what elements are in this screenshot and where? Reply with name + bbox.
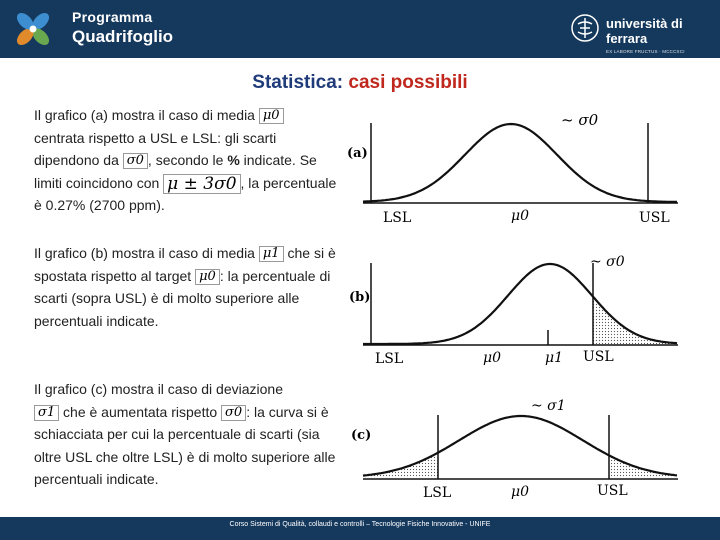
program-name-line2: Quadrifoglio [72, 27, 174, 46]
figure-c-spread-label: ~ σ1 [531, 398, 566, 414]
header-bar: Programma Quadrifoglio università di fer… [0, 0, 720, 58]
paragraph-b: Il grafico (b) mostra il caso di media μ… [34, 242, 344, 332]
paragraph-a-text-1: Il grafico (a) mostra il caso di media [34, 107, 259, 123]
figure-c-lsl-label: LSL [423, 485, 451, 500]
figure-a-curve [362, 122, 677, 203]
figure-a-tag: (a) [347, 146, 368, 161]
figure-c-usl-label: USL [597, 483, 628, 499]
percent-symbol: % [227, 152, 240, 168]
paragraph-c: Il grafico (c) mostra il caso di deviazi… [34, 378, 344, 491]
symbol-mu0: μ0 [195, 268, 220, 285]
footer-text: Corso Sistemi di Qualità, collaudi e con… [229, 521, 491, 528]
title-main: Statistica: [252, 72, 344, 93]
figure-c-center-label: μ0 [511, 484, 529, 500]
figure-a-center-label: μ0 [511, 208, 529, 224]
footer-bar: Corso Sistemi di Qualità, collaudi e con… [0, 517, 720, 540]
paragraph-c-text-2: che è aumentata rispetto [59, 403, 222, 420]
symbol-sigma1: σ1 [34, 404, 60, 421]
slide-title: Statistica: casi possibili [0, 72, 720, 94]
figure-b: (b) LSL μ0 μ1 USL ~ σ0 [349, 254, 678, 367]
figure-c-reject-area-right [609, 455, 677, 478]
figure-b-usl-label: USL [583, 349, 614, 365]
figure-b-tag: (b) [349, 290, 370, 305]
figure-b-curve [363, 262, 678, 346]
paragraph-b-text-1: Il grafico (b) mostra il caso di media [34, 245, 259, 261]
symbol-sigma0: σ0 [221, 404, 247, 421]
paragraph-a: Il grafico (a) mostra il caso di media μ… [34, 104, 344, 217]
program-name-line1: Programma [72, 9, 153, 25]
paragraph-c-text-1: Il grafico (c) mostra il caso di deviazi… [34, 381, 283, 397]
paragraph-a-text-5: , la percentuale è 0.27% (2700 ppm). [34, 174, 337, 214]
paragraph-b-text-3: : la percentuale di scarti (sopra USL) è… [34, 267, 331, 329]
figure-a-spread-label: ~ σ0 [561, 111, 599, 129]
figure-a-usl-label: USL [639, 210, 670, 226]
figure-c-reject-area-left [363, 453, 438, 478]
university-name: università di ferrara [606, 16, 683, 46]
figure-b-reject-area [593, 296, 677, 344]
figure-b-lsl-label: LSL [375, 351, 403, 367]
paragraph-a-text-2: centrata rispetto a USL e LSL: gli scart… [34, 129, 277, 169]
university-logo-text: università di ferrara EX LABORE FRUCTUS … [606, 16, 720, 54]
paragraph-a-text-3: , secondo le [147, 152, 228, 168]
figure-b-spread-label: ~ σ0 [590, 254, 625, 270]
figure-a: (a) LSL μ0 USL ~ σ0 [347, 111, 678, 226]
figure-b-target-label: μ0 [483, 350, 501, 366]
figure-c-curve [362, 414, 678, 477]
paragraph-c-text-3: : la curva si è schiacciata per cui la p… [34, 403, 336, 488]
quadrifoglio-logo-icon [16, 12, 50, 46]
paragraph-b-text-2: che si è spostata rispetto al target [34, 245, 336, 284]
paragraph-a-text-4: indicate. Se limiti coincidono con [34, 152, 317, 191]
figure-c-tag: (c) [351, 428, 371, 443]
university-motto: EX LABORE FRUCTUS · MCCCXCI [606, 49, 685, 54]
university-emblem-icon [571, 14, 599, 42]
symbol-mu0: μ0 [258, 108, 284, 125]
symbol-mu-pm-3sigma0: μ ± 3σ0 [163, 173, 241, 194]
symbol-mu1: μ1 [258, 246, 284, 263]
figure-a-lsl-label: LSL [383, 210, 411, 226]
figure-c: (c) LSL μ0 USL ~ σ1 [351, 398, 678, 500]
program-logo-text: Programma Quadrifoglio [72, 10, 173, 45]
figure-b-mean-label: μ1 [545, 350, 563, 366]
title-accent: casi possibili [348, 72, 468, 93]
distribution-figures: (a) LSL μ0 USL ~ σ0 (b) LSL μ0 μ1 USL ~ … [347, 111, 678, 500]
symbol-sigma0: σ0 [122, 153, 148, 170]
